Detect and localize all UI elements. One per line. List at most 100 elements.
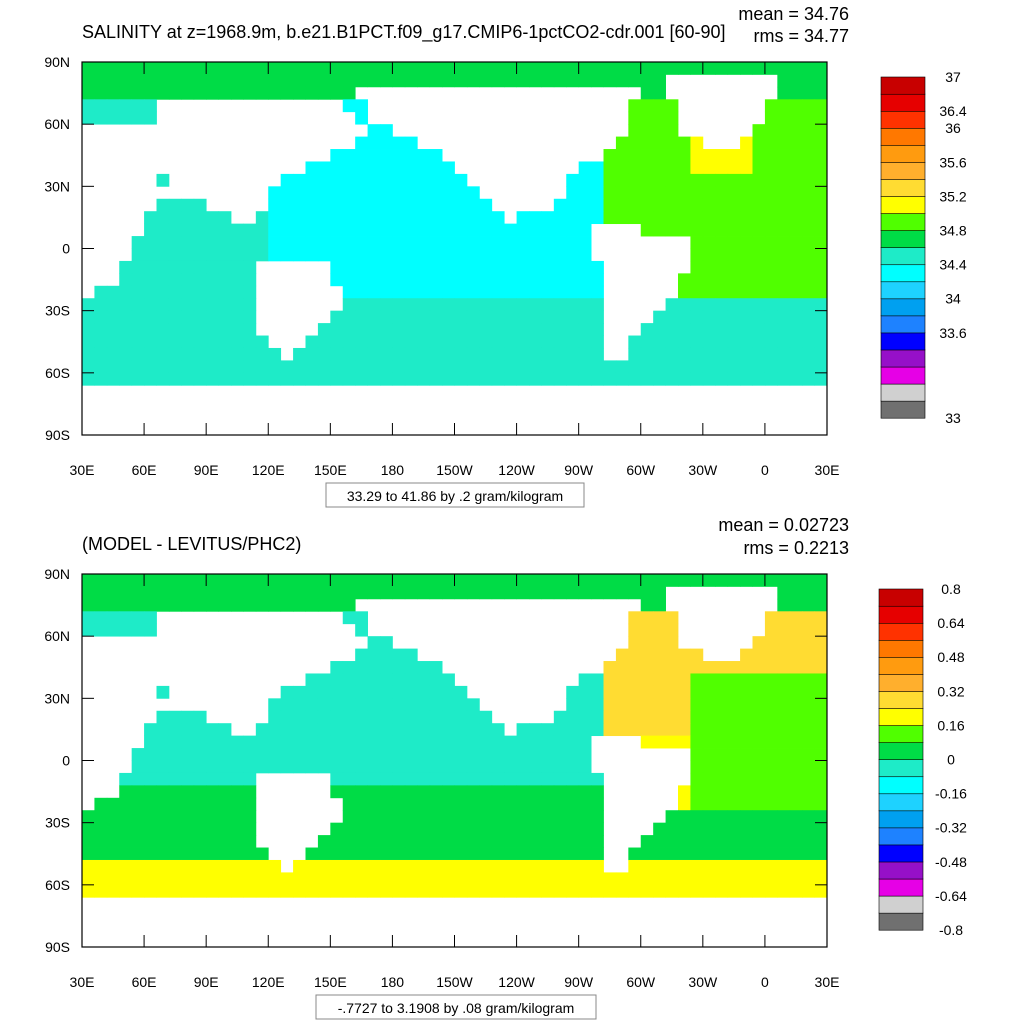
field-cell <box>144 810 157 824</box>
field-cell <box>429 884 443 898</box>
field-cell <box>330 62 344 75</box>
field-cell <box>417 685 431 699</box>
field-cell <box>727 872 741 886</box>
field-cell <box>591 835 604 848</box>
field-cell <box>529 372 542 386</box>
field-cell <box>144 822 157 836</box>
field-cell <box>541 335 555 349</box>
field-cell <box>628 99 642 113</box>
colorbar-swatch <box>880 76 926 95</box>
field-cell <box>566 698 580 712</box>
field-cell <box>119 310 133 324</box>
field-cell <box>702 797 716 811</box>
field-cell <box>355 872 368 886</box>
field-cell <box>789 186 803 200</box>
field-cell <box>802 872 815 886</box>
field-cell <box>255 748 269 761</box>
field-cell <box>156 360 170 374</box>
field-cell <box>181 198 195 212</box>
field-cell <box>591 173 604 187</box>
field-cell <box>392 797 406 811</box>
field-cell <box>653 211 666 225</box>
field-cell <box>404 74 418 88</box>
field-cell <box>404 847 418 861</box>
field-cell <box>380 884 393 898</box>
field-cell <box>417 310 431 324</box>
field-cell <box>442 785 455 799</box>
field-cell <box>404 710 418 724</box>
field-cell <box>678 273 691 287</box>
field-cell <box>789 698 803 712</box>
field-cell <box>355 161 368 175</box>
field-cell <box>479 797 493 811</box>
field-cell <box>82 872 95 886</box>
field-cell <box>268 586 282 600</box>
field-cell <box>764 847 778 861</box>
field-cell <box>690 685 704 699</box>
field-cell <box>690 360 704 374</box>
field-cell <box>293 236 306 249</box>
field-cell <box>404 360 418 374</box>
field-cell <box>168 347 182 361</box>
field-cell <box>491 748 505 761</box>
field-cell <box>429 236 443 249</box>
field-cell <box>777 372 791 386</box>
field-cell <box>665 661 679 674</box>
field-cell <box>106 347 120 361</box>
field-cell <box>392 248 406 262</box>
field-cell <box>665 884 679 898</box>
field-cell <box>466 74 480 88</box>
field-cell <box>355 822 368 836</box>
field-cell <box>553 574 567 587</box>
field-cell <box>628 673 642 687</box>
field-cell <box>814 723 828 737</box>
field-cell <box>740 797 753 811</box>
field-cell <box>268 248 282 262</box>
field-cell <box>293 62 306 75</box>
field-cell <box>193 347 207 361</box>
field-cell <box>168 360 182 374</box>
field-cell <box>777 248 791 262</box>
field-cell <box>454 310 468 324</box>
field-cell <box>516 810 530 824</box>
field-cell <box>802 598 815 612</box>
field-cell <box>144 223 157 237</box>
field-cell <box>814 859 828 873</box>
field-cell <box>702 236 716 249</box>
field-cell <box>193 760 207 774</box>
field-cell <box>355 260 368 274</box>
field-cell <box>479 872 493 886</box>
field-cell <box>727 273 741 287</box>
field-cell <box>553 372 567 386</box>
field-cell <box>690 810 704 824</box>
field-cell <box>504 574 517 587</box>
field-cell <box>727 323 741 336</box>
field-cell <box>442 285 455 299</box>
colorbar-swatch <box>878 690 924 709</box>
field-cell <box>491 211 505 225</box>
field-cell <box>404 723 418 737</box>
colorbar-label: 0.16 <box>937 717 964 733</box>
colorbar-swatch <box>880 281 926 300</box>
x-tick-label: 150E <box>314 462 347 478</box>
field-cell <box>342 872 356 886</box>
field-cell <box>355 574 368 587</box>
field-cell <box>355 111 368 125</box>
colorbar-swatch <box>878 861 924 880</box>
field-cell <box>591 298 604 312</box>
field-cell <box>591 574 604 587</box>
field-cell <box>789 248 803 262</box>
field-cell <box>181 822 195 836</box>
field-cell <box>144 273 157 287</box>
field-cell <box>504 735 517 749</box>
field-cell <box>516 847 530 861</box>
field-cell <box>764 223 778 237</box>
field-cell <box>578 273 592 287</box>
field-cell <box>106 99 120 113</box>
field-cell <box>392 884 406 898</box>
field-cell <box>516 211 530 225</box>
field-cell <box>82 347 95 361</box>
field-cell <box>479 574 493 587</box>
field-cell <box>702 698 716 712</box>
